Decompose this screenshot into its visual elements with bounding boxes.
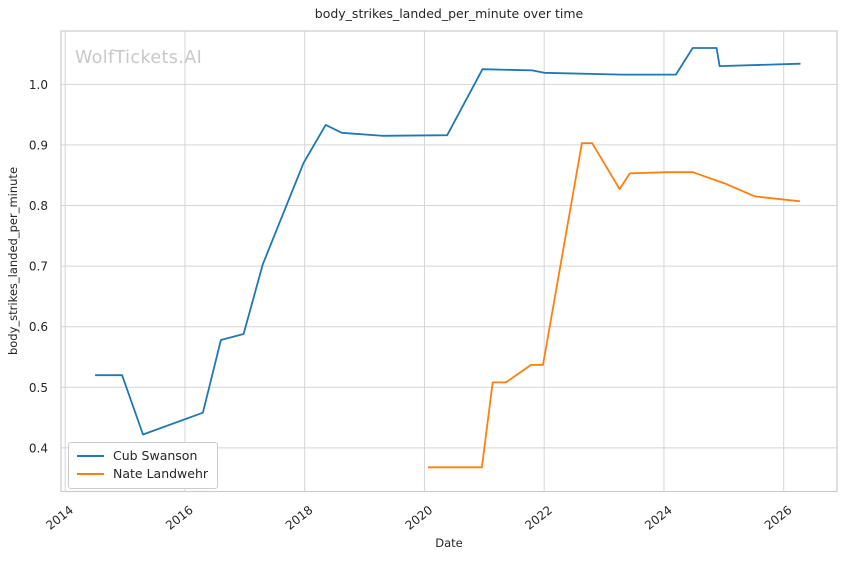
x-tick-label: 2018: [283, 503, 316, 533]
x-tick-label: 2024: [642, 503, 675, 533]
y-tick-label: 0.8: [29, 199, 48, 213]
y-tick-label: 0.5: [29, 381, 48, 395]
legend: Cub Swanson Nate Landwehr: [68, 442, 219, 489]
x-tick-label: 2026: [762, 503, 795, 533]
series-line-cub-swanson: [95, 47, 801, 436]
series-line-nate-landwehr: [428, 142, 800, 469]
plot-border: [60, 30, 838, 493]
x-tick-label: 2016: [163, 503, 196, 533]
y-tick-label: 0.4: [29, 441, 48, 455]
y-tick-label: 0.9: [29, 138, 48, 152]
y-tick-label: 0.6: [29, 320, 48, 334]
chart-title: body_strikes_landed_per_minute over time: [314, 6, 584, 21]
y-axis-label: body_strikes_landed_per_minute: [6, 166, 20, 356]
legend-label: Cub Swanson: [113, 448, 198, 463]
x-tick-label: 2022: [522, 503, 555, 533]
y-tick-label: 0.7: [29, 260, 48, 274]
legend-line-swatch-orange: [77, 472, 104, 476]
watermark: WolfTickets.AI: [75, 48, 203, 68]
legend-item-nate-landwehr: Nate Landwehr: [77, 465, 208, 483]
legend-item-cub-swanson: Cub Swanson: [77, 447, 208, 465]
y-tick-label: 1.0: [29, 78, 48, 92]
x-tick-label: 2020: [403, 503, 436, 533]
legend-line-swatch-blue: [77, 454, 104, 458]
x-axis-label: Date: [435, 536, 463, 550]
legend-label: Nate Landwehr: [113, 466, 209, 481]
x-tick-label: 2014: [43, 503, 76, 533]
